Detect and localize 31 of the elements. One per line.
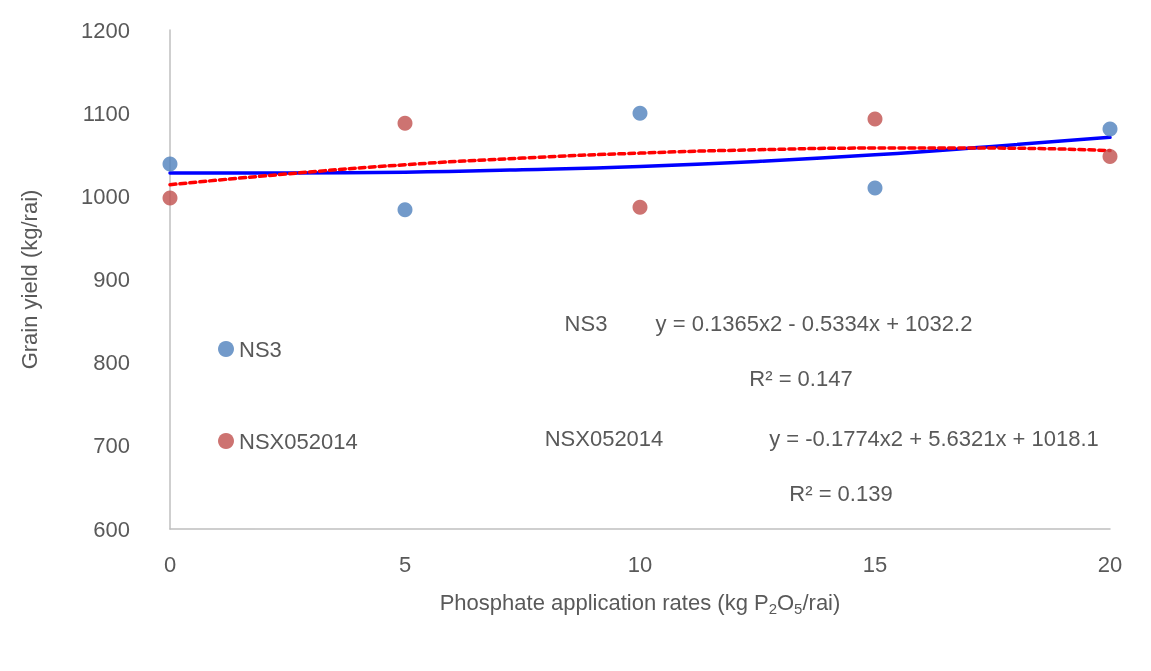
x-tick-label: 5: [398, 551, 412, 577]
annotation: R² = 0.139: [789, 480, 893, 506]
legend-label: NS3: [239, 336, 282, 362]
point: [632, 199, 648, 215]
y-tick-label: 1100: [82, 100, 130, 126]
point: [1102, 148, 1118, 164]
x-tick-label: 20: [1097, 551, 1123, 577]
point: [1102, 121, 1118, 137]
annotation: NS3: [564, 310, 608, 336]
legend-label: NSX052014: [239, 428, 358, 454]
annotation: NSX052014: [544, 425, 664, 451]
x-tick-label: 10: [627, 551, 653, 577]
point: [162, 190, 178, 206]
annotation: y = -0.1774x2 + 5.6321x + 1018.1: [769, 425, 1099, 451]
annotation: R² = 0.147: [749, 365, 853, 391]
x-tick-label: 15: [862, 551, 888, 577]
y-tick-label: 900: [93, 267, 130, 292]
y-tick-label: 800: [93, 350, 130, 376]
y-tick-label: 700: [93, 433, 130, 459]
point: [867, 111, 883, 127]
x-tick-label: 0: [163, 551, 177, 577]
point: [397, 202, 413, 218]
point: [867, 180, 883, 196]
y-tick-label: 1200: [81, 17, 130, 43]
y-tick-label: 1000: [81, 183, 130, 209]
y-axis-title: Grain yield (kg/rai): [16, 189, 42, 370]
point: [632, 105, 648, 121]
point: [397, 115, 413, 131]
annotation: y = 0.1365x2 - 0.5334x + 1032.2: [655, 310, 973, 336]
y-tick-label: 600: [93, 516, 130, 542]
point: [162, 156, 178, 172]
